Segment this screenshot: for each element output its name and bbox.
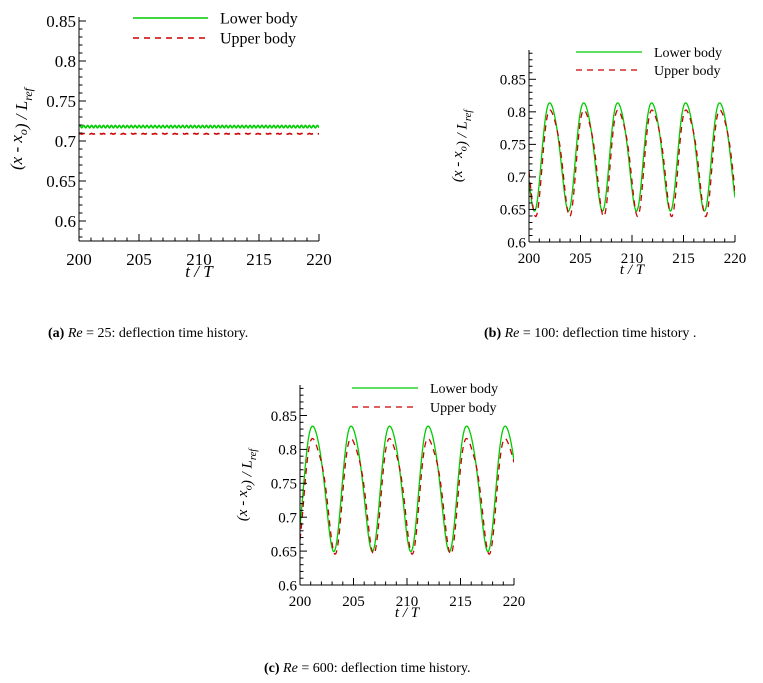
caption-b-value: 100	[534, 326, 556, 341]
caption-c-letter: (c)	[264, 661, 280, 676]
chart-c-x-axis-label: t / T	[395, 605, 421, 621]
chart-a-ytick-label: 0.85	[46, 12, 76, 31]
caption-a-letter: (a)	[48, 326, 65, 341]
chart-a-xtick-label: 200	[66, 250, 92, 269]
chart-c: 0.6 0.65 0.7 0.75 0.8 0.85 200 205 210 215 220 t / …	[235, 382, 526, 621]
chart-b-ytick-label: 0.65	[500, 203, 526, 219]
chart-c-ytick-label: 0.6	[278, 578, 297, 594]
chart-c-ytick-label: 0.85	[271, 409, 297, 425]
chart-a: 0.6 0.65 0.7 0.75 0.8 0.85 200 205 210 215 220 t / …	[7, 11, 332, 281]
chart-b-xtick-label: 220	[724, 251, 747, 267]
caption-a-re: Re	[67, 326, 83, 341]
chart-b-legend-label-lower-body: Lower body	[654, 46, 722, 61]
chart-a-y-axis-label: (x - xo) / Lref	[7, 86, 35, 170]
chart-b-legend-label-upper-body: Upper body	[654, 64, 721, 79]
chart-a-ytick-label: 0.6	[55, 212, 76, 231]
chart-a-legend-label-lower-body: Lower body	[220, 11, 298, 28]
chart-c-legend-label-upper-body: Upper body	[430, 401, 497, 416]
caption-b-re: Re	[504, 326, 520, 341]
chart-a-xtick-label: 210	[186, 250, 212, 269]
chart-b: 0.6 0.65 0.7 0.75 0.8 0.85 200 205 210 215 220 t / …	[450, 46, 747, 278]
chart-a-ytick-label: 0.75	[46, 92, 76, 111]
chart-c-series-lower-body-line	[300, 425, 514, 553]
chart-b-ytick-label: 0.75	[500, 138, 526, 154]
chart-a-series-lower-body-line	[79, 124, 319, 129]
chart-c-xtick-label: 210	[396, 594, 419, 610]
chart-c-ytick-label: 0.75	[271, 477, 297, 493]
caption-c-eq: =	[297, 661, 313, 676]
chart-c-y-axis-label: (x - xo) / Lref	[235, 447, 259, 521]
chart-b-series-lower-body-line	[529, 102, 735, 212]
chart-a-ytick-label: 0.7	[55, 132, 77, 151]
caption-c: (c) Re = 600: deflection time history.	[264, 661, 470, 677]
chart-b-ytick-label: 0.85	[500, 73, 526, 89]
chart-b-xtick-label: 215	[672, 251, 695, 267]
chart-b-y-axis-label: (x - xo) / Lref	[450, 108, 474, 182]
chart-b-xtick-label: 210	[621, 251, 644, 267]
chart-c-ytick-label: 0.8	[278, 443, 297, 459]
chart-a-xtick-label: 220	[306, 250, 332, 269]
chart-b-ytick-label: 0.6	[507, 235, 526, 251]
chart-c-xtick-label: 200	[289, 594, 312, 610]
chart-b-xtick-label: 205	[569, 251, 592, 267]
caption-a-value: 25	[97, 326, 112, 341]
chart-b-x-axis-label: t / T	[620, 262, 646, 278]
chart-c-series-upper-body-line	[300, 437, 514, 555]
caption-b: (b) Re = 100: deflection time history .	[484, 326, 696, 342]
chart-b-ytick-label: 0.7	[507, 170, 526, 186]
caption-b-text: : deflection time history .	[555, 326, 697, 341]
chart-b-ytick-label: 0.8	[507, 105, 526, 121]
chart-c-ytick-label: 0.65	[271, 544, 297, 560]
chart-a-x-axis-label: t / T	[185, 262, 214, 281]
caption-c-re: Re	[283, 661, 298, 676]
caption-c-value: 600	[312, 661, 334, 676]
caption-a: (a) Re = 25: deflection time history.	[48, 326, 248, 342]
chart-b-xtick-label: 200	[518, 251, 541, 267]
caption-a-text: : deflection time history.	[111, 326, 249, 341]
caption-a-eq: =	[82, 326, 98, 341]
chart-a-xtick-label: 215	[246, 250, 272, 269]
chart-a-xtick-label: 205	[126, 250, 152, 269]
caption-c-text: : deflection time history.	[333, 661, 471, 676]
caption-b-eq: =	[519, 326, 535, 341]
chart-a-ytick-label: 0.65	[46, 172, 76, 191]
chart-a-legend-label-upper-body: Upper body	[220, 31, 296, 48]
chart-c-xtick-label: 220	[503, 594, 526, 610]
chart-c-xtick-label: 215	[449, 594, 472, 610]
chart-a-ytick-label: 0.8	[55, 52, 76, 71]
caption-b-letter: (b)	[484, 326, 502, 341]
chart-c-legend-label-lower-body: Lower body	[430, 382, 498, 397]
chart-c-xtick-label: 205	[342, 594, 365, 610]
chart-a-series-upper-body-line	[79, 132, 319, 135]
chart-c-ytick-label: 0.7	[278, 510, 297, 526]
chart-b-series-upper-body-line	[529, 109, 735, 218]
